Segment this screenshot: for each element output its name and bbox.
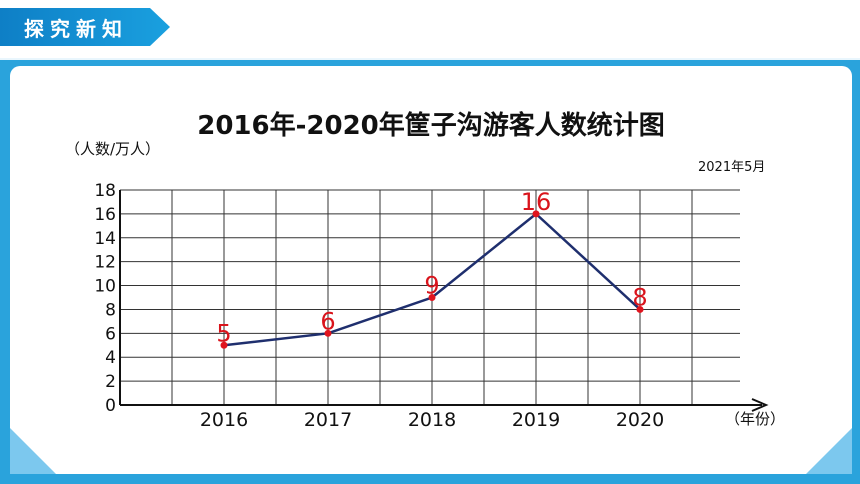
data-point xyxy=(428,294,436,301)
data-label: 16 xyxy=(521,188,552,216)
x-axis-label: （年份） xyxy=(725,410,785,428)
x-tick-label: 2018 xyxy=(408,409,456,431)
chart-date: 2021年5月 xyxy=(698,160,765,175)
data-point xyxy=(636,305,644,313)
x-tick-label: 2016 xyxy=(200,409,248,431)
y-tick-label: 6 xyxy=(105,324,116,344)
y-tick-label: 14 xyxy=(94,229,116,249)
y-axis-label: （人数/万人） xyxy=(65,140,160,158)
y-tick-label: 0 xyxy=(105,396,116,416)
x-tick-label: 2017 xyxy=(304,409,352,431)
y-tick-label: 4 xyxy=(105,348,116,368)
data-label: 9 xyxy=(424,272,439,300)
y-tick-label: 2 xyxy=(105,372,116,392)
y-tick-label: 16 xyxy=(94,205,116,225)
chart-panel: 2016年-2020年筐子沟游客人数统计图 （人数/万人） 2021年5月 （年… xyxy=(10,66,852,474)
data-label: 6 xyxy=(320,307,335,335)
data-label: 8 xyxy=(632,283,647,311)
y-tick-label: 12 xyxy=(94,253,116,273)
corner-decoration-right xyxy=(806,428,852,474)
x-axis-arrow xyxy=(751,398,769,412)
chart-title: 2016年-2020年筐子沟游客人数统计图 xyxy=(197,110,665,141)
data-point xyxy=(324,329,332,337)
x-tick-label: 2019 xyxy=(512,409,560,431)
section-banner: 探究新知 xyxy=(0,8,170,46)
y-tick-label: 18 xyxy=(94,181,116,201)
x-tick-label: 2020 xyxy=(616,409,664,431)
data-point xyxy=(532,210,540,218)
y-tick-label: 10 xyxy=(94,277,116,297)
y-tick-label: 8 xyxy=(105,300,116,320)
section-label: 探究新知 xyxy=(24,16,128,41)
data-point xyxy=(220,341,228,349)
line-chart: 2016年-2020年筐子沟游客人数统计图 （人数/万人） 2021年5月 （年… xyxy=(65,110,785,431)
corner-decoration-left xyxy=(10,428,56,474)
data-label: 5 xyxy=(216,319,231,347)
